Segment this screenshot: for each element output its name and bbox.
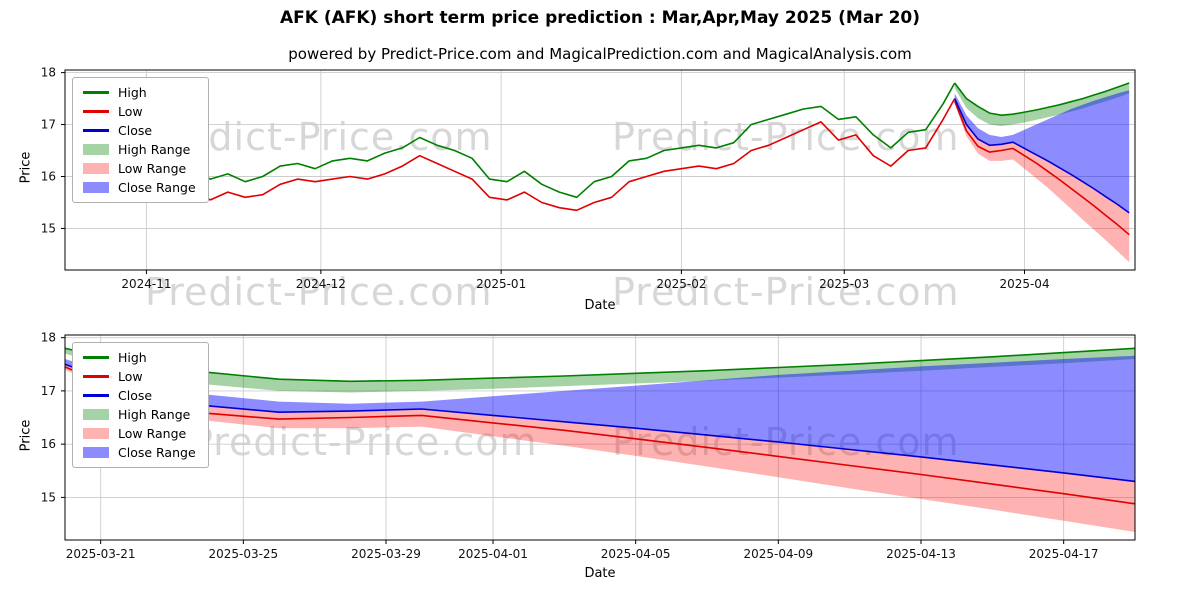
svg-text:2025-03-21: 2025-03-21 [66, 547, 136, 561]
legend-item: Low Range [83, 426, 196, 441]
legend-label: Low Range [118, 426, 187, 441]
legend-swatch-close-range [83, 447, 109, 458]
top-xlabel: Date [584, 298, 616, 313]
svg-text:15: 15 [41, 221, 56, 235]
legend-swatch-close [83, 129, 109, 132]
legend-item: High Range [83, 142, 196, 157]
watermark: Predict-Price.com [612, 270, 960, 314]
legend-swatch-high [83, 356, 109, 359]
legend-item: High [83, 350, 196, 365]
svg-text:15: 15 [41, 490, 56, 504]
svg-text:2025-01: 2025-01 [476, 277, 526, 291]
svg-text:2025-04-13: 2025-04-13 [886, 547, 956, 561]
legend-swatch-low-range [83, 428, 109, 439]
legend-item: Close Range [83, 180, 196, 195]
figure-subtitle: powered by Predict-Price.com and Magical… [288, 45, 912, 63]
svg-text:2025-03-29: 2025-03-29 [351, 547, 421, 561]
legend-swatch-close-range [83, 182, 109, 193]
legend-swatch-close [83, 394, 109, 397]
legend-label: Close Range [118, 180, 196, 195]
watermark: Predict-Price.com [145, 270, 493, 314]
svg-text:2025-04: 2025-04 [999, 277, 1049, 291]
svg-text:17: 17 [41, 384, 56, 398]
bottom-chart: 15 16 17 18 2025-03-21 2025-03-25 2025-03-29 20… [41, 331, 1136, 561]
svg-text:2024-12: 2024-12 [296, 277, 346, 291]
legend-swatch-low [83, 110, 109, 113]
legend-label: High Range [118, 407, 191, 422]
legend-swatch-low [83, 375, 109, 378]
figure-title: AFK (AFK) short term price prediction : … [279, 8, 921, 28]
legend-label: High [118, 85, 147, 100]
svg-text:18: 18 [41, 331, 56, 345]
legend-item: Close [83, 388, 196, 403]
svg-text:16: 16 [41, 169, 56, 183]
legend: High Low Close High Range Low Range Close Ran… [72, 342, 209, 468]
top-ylabel: Price [18, 151, 34, 184]
legend-label: Low [118, 104, 143, 119]
svg-text:16: 16 [41, 437, 56, 451]
bottom-ylabel: Price [18, 419, 34, 452]
bottom-chart-canvas: 15 16 17 18 2025-03-21 2025-03-25 2025-03-29 20… [41, 331, 1136, 561]
svg-text:2025-04-09: 2025-04-09 [743, 547, 813, 561]
watermark: Predict-Price.com [190, 420, 538, 464]
legend-item: High Range [83, 407, 196, 422]
svg-text:2025-04-17: 2025-04-17 [1029, 547, 1099, 561]
legend-swatch-low-range [83, 163, 109, 174]
legend: High Low Close High Range Low Range Close Ran… [72, 77, 209, 203]
legend-item: High [83, 85, 196, 100]
legend-label: Close [118, 123, 153, 138]
legend-label: High [118, 350, 147, 365]
top-chart-canvas: 15 16 17 18 2024-11 2024-12 2025-01 2025-02 2025… [41, 66, 1136, 291]
legend-label: Close [118, 388, 153, 403]
top-chart: 15 16 17 18 2024-11 2024-12 2025-01 2025-02 2025… [41, 66, 1136, 291]
svg-text:2025-04-01: 2025-04-01 [458, 547, 528, 561]
svg-text:2025-02: 2025-02 [656, 277, 706, 291]
legend-label: Close Range [118, 445, 196, 460]
svg-text:17: 17 [41, 118, 56, 132]
svg-text:2025-03: 2025-03 [819, 277, 869, 291]
legend-item: Low Range [83, 161, 196, 176]
legend-item: Close Range [83, 445, 196, 460]
legend-item: Low [83, 104, 196, 119]
legend-label: Low Range [118, 161, 187, 176]
legend-item: Low [83, 369, 196, 384]
legend-swatch-high [83, 91, 109, 94]
legend-swatch-high-range [83, 144, 109, 155]
svg-text:18: 18 [41, 66, 56, 80]
bottom-xlabel: Date [584, 566, 616, 581]
legend-item: Close [83, 123, 196, 138]
svg-text:2024-11: 2024-11 [121, 277, 171, 291]
legend-label: Low [118, 369, 143, 384]
legend-swatch-high-range [83, 409, 109, 420]
svg-text:2025-04-05: 2025-04-05 [601, 547, 671, 561]
svg-text:2025-03-25: 2025-03-25 [208, 547, 278, 561]
legend-label: High Range [118, 142, 191, 157]
